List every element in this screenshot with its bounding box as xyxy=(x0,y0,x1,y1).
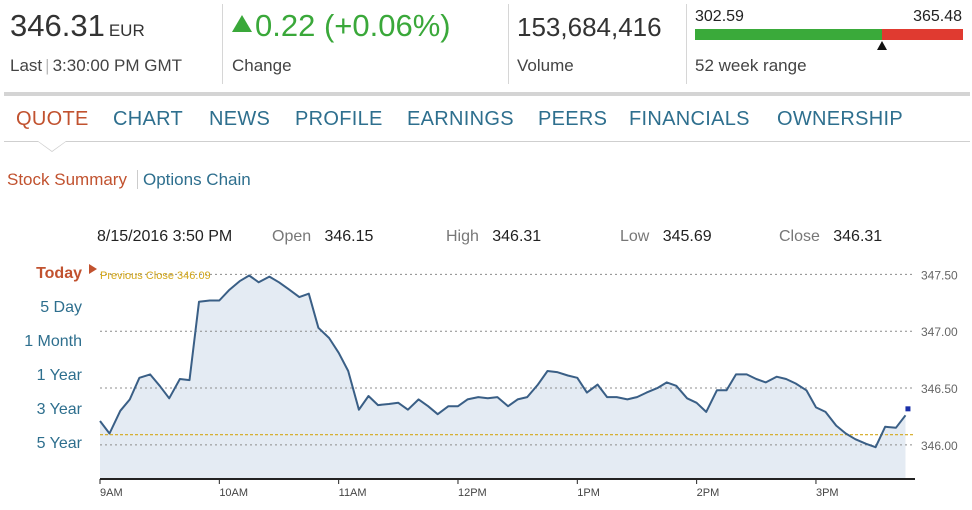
stat-datetime: 8/15/2016 3:50 PM xyxy=(97,228,233,245)
x-tick-label: 9AM xyxy=(100,487,123,499)
52-week-range-bar xyxy=(695,29,963,40)
range-high: 365.48 xyxy=(913,8,962,25)
tab-quote[interactable]: QUOTE xyxy=(16,108,89,130)
last-point-marker xyxy=(905,406,911,412)
stat-low: Low 345.69 xyxy=(620,228,712,245)
period-today[interactable]: Today xyxy=(36,265,82,282)
tab-underline xyxy=(4,141,970,142)
chart-area-fill xyxy=(100,275,906,479)
stat-high: High 346.31 xyxy=(446,228,542,245)
options-chain-link[interactable]: Options Chain xyxy=(136,170,251,189)
x-tick-label: 2PM xyxy=(697,487,720,499)
y-tick-label: 346.00 xyxy=(921,439,958,453)
range-bar-red xyxy=(881,29,963,40)
range-marker-icon xyxy=(876,41,887,50)
x-tick-label: 10AM xyxy=(219,487,248,499)
period-3-year[interactable]: 3 Year xyxy=(36,401,82,418)
currency: EUR xyxy=(108,21,145,40)
stat-close: Close 346.31 xyxy=(779,228,883,245)
range-low: 302.59 xyxy=(695,8,744,25)
tab-profile[interactable]: PROFILE xyxy=(295,108,383,130)
quote-header: 346.31 EUR Last | 3:30:00 PM GMT 0.22 (+0.0… xyxy=(0,0,972,90)
divider xyxy=(222,4,223,84)
volume-value: 153,684,416 xyxy=(517,12,662,42)
x-tick-label: 3PM xyxy=(816,487,839,499)
last-time: Last | 3:30:00 PM GMT xyxy=(10,56,182,75)
y-tick-label: 347.50 xyxy=(921,268,958,282)
y-tick-label: 346.50 xyxy=(921,382,958,396)
period-1-month[interactable]: 1 Month xyxy=(24,333,82,350)
period-5-year[interactable]: 5 Year xyxy=(36,435,82,452)
change-label: Change xyxy=(232,56,292,75)
range-label: 52 week range xyxy=(695,56,807,75)
stock-summary-link[interactable]: Stock Summary xyxy=(7,170,127,189)
divider xyxy=(686,4,687,84)
tab-earnings[interactable]: EARNINGS xyxy=(407,108,514,130)
range-bar-green xyxy=(695,29,882,40)
y-tick-label: 347.00 xyxy=(921,325,958,339)
tab-chart[interactable]: CHART xyxy=(113,108,184,130)
previous-close-label: Previous Close 346.09 xyxy=(100,270,211,282)
period-1-year[interactable]: 1 Year xyxy=(36,367,82,384)
price-line xyxy=(99,274,907,449)
tab-ownership[interactable]: OWNERSHIP xyxy=(777,108,904,130)
divider xyxy=(508,4,509,84)
x-tick-label: 12PM xyxy=(458,487,487,499)
volume-label: Volume xyxy=(517,56,574,75)
main-tabs: QUOTE CHART NEWS PROFILE EARNINGS PEERS … xyxy=(0,108,972,142)
stat-open: Open 346.15 xyxy=(272,228,374,245)
tab-peers[interactable]: PEERS xyxy=(538,108,608,130)
arrow-up-icon xyxy=(232,15,252,32)
x-tick-label: 1PM xyxy=(577,487,600,499)
last-price: 346.31 EUR xyxy=(10,8,145,43)
x-tick-label: 11AM xyxy=(339,487,367,499)
intraday-chart: 347.50 347.00 346.50 346.00 Previous Close 3… xyxy=(89,264,958,499)
tab-news[interactable]: NEWS xyxy=(209,108,271,130)
previous-close-arrow-icon xyxy=(89,264,97,274)
header-divider xyxy=(4,92,970,96)
tab-financials[interactable]: FINANCIALS xyxy=(629,108,750,130)
period-5-day[interactable]: 5 Day xyxy=(40,299,82,316)
sub-navigation: Stock Summary Options Chain xyxy=(7,170,251,190)
active-tab-pointer-inner xyxy=(38,141,66,151)
price-change: 0.22 (+0.06%) xyxy=(232,8,451,44)
